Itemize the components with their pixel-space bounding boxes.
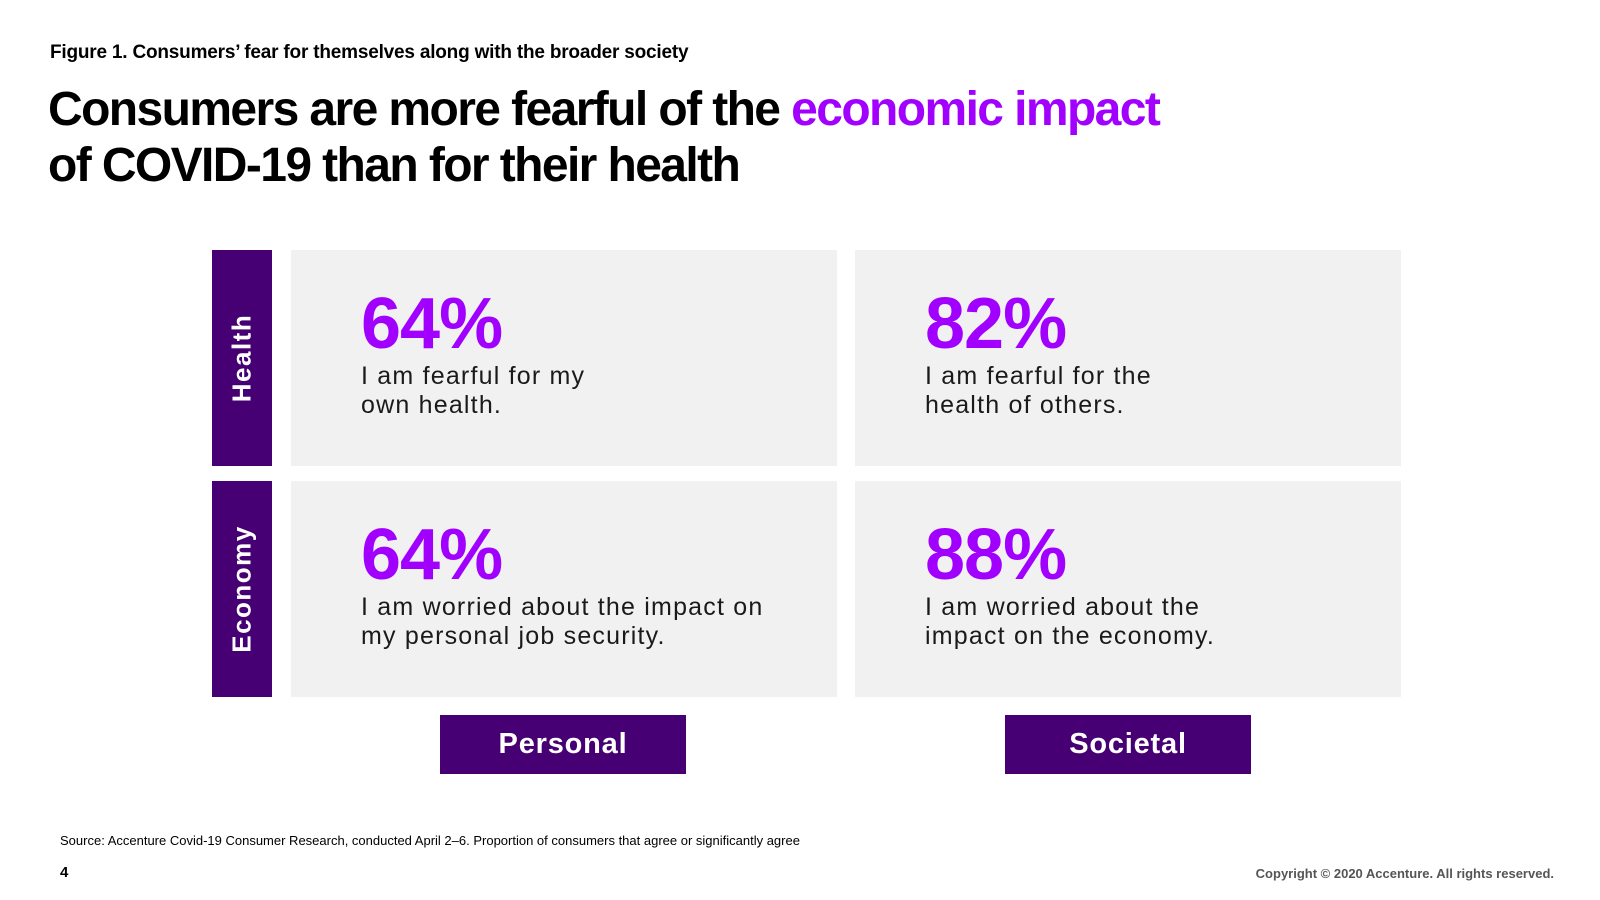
source-note: Source: Accenture Covid-19 Consumer Rese… bbox=[60, 833, 800, 848]
headline-part2: of COVID-19 than for their health bbox=[48, 139, 741, 192]
card-health-societal: 82% I am fearful for the health of other… bbox=[855, 250, 1401, 466]
stat-description: I am worried about the impact on my pers… bbox=[361, 593, 764, 650]
stat-description: I am fearful for my own health. bbox=[361, 362, 586, 419]
column-label-societal: Societal bbox=[1005, 715, 1251, 774]
row-label-health-text: Health bbox=[226, 313, 257, 403]
stat-description: I am fearful for the health of others. bbox=[925, 362, 1152, 419]
row-label-economy-text: Economy bbox=[226, 525, 257, 653]
copyright: Copyright © 2020 Accenture. All rights r… bbox=[1255, 866, 1554, 881]
card-economy-personal: 64% I am worried about the impact on my … bbox=[291, 481, 837, 697]
stat-value: 88% bbox=[925, 515, 1067, 595]
page-number: 4 bbox=[60, 864, 69, 881]
headline: Consumers are more fearful of the econom… bbox=[48, 82, 1448, 194]
column-label-personal: Personal bbox=[440, 715, 686, 774]
stat-description: I am worried about the impact on the eco… bbox=[925, 593, 1215, 650]
headline-accent: economic impact bbox=[791, 83, 1161, 136]
card-economy-societal: 88% I am worried about the impact on the… bbox=[855, 481, 1401, 697]
card-health-personal: 64% I am fearful for my own health. bbox=[291, 250, 837, 466]
row-label-economy: Economy bbox=[212, 481, 272, 697]
stat-value: 64% bbox=[361, 515, 503, 595]
stat-value: 64% bbox=[361, 284, 503, 364]
row-label-health: Health bbox=[212, 250, 272, 466]
figure-label: Figure 1. Consumers’ fear for themselves… bbox=[50, 42, 689, 63]
headline-part1: Consumers are more fearful of the bbox=[48, 83, 792, 136]
stat-value: 82% bbox=[925, 284, 1067, 364]
